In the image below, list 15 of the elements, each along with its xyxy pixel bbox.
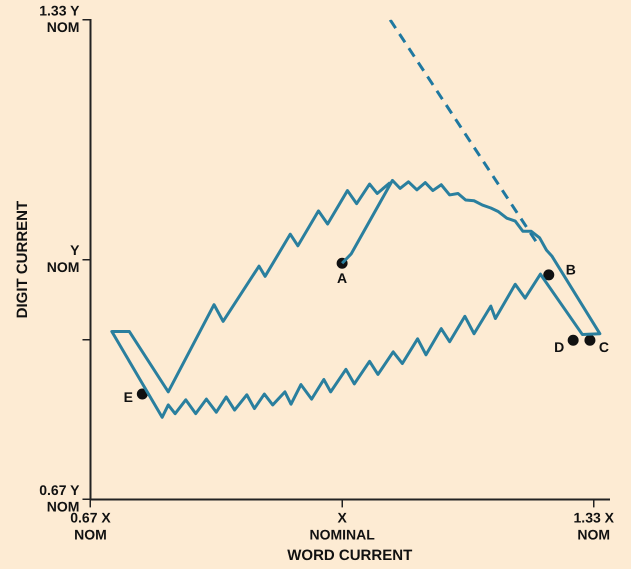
annotation: A bbox=[337, 270, 348, 286]
point bbox=[543, 269, 554, 280]
y-tick-label: Y NOM bbox=[46, 242, 80, 275]
x-tick-label: X NOMINAL bbox=[309, 510, 376, 542]
annotation: C bbox=[598, 339, 609, 356]
annotation: D bbox=[554, 339, 564, 356]
point bbox=[584, 334, 596, 346]
annotation: B bbox=[566, 262, 576, 278]
y-tick-label: 1.33 Y NOM bbox=[39, 2, 80, 36]
point bbox=[136, 388, 148, 400]
x-tick-label: 1.33 X NOM bbox=[574, 510, 615, 542]
annotation: E bbox=[124, 388, 133, 405]
x-axis-title: WORD CURRENT bbox=[287, 547, 412, 564]
point bbox=[568, 334, 579, 346]
y-axis-title: DIGIT CURRENT bbox=[14, 200, 32, 318]
